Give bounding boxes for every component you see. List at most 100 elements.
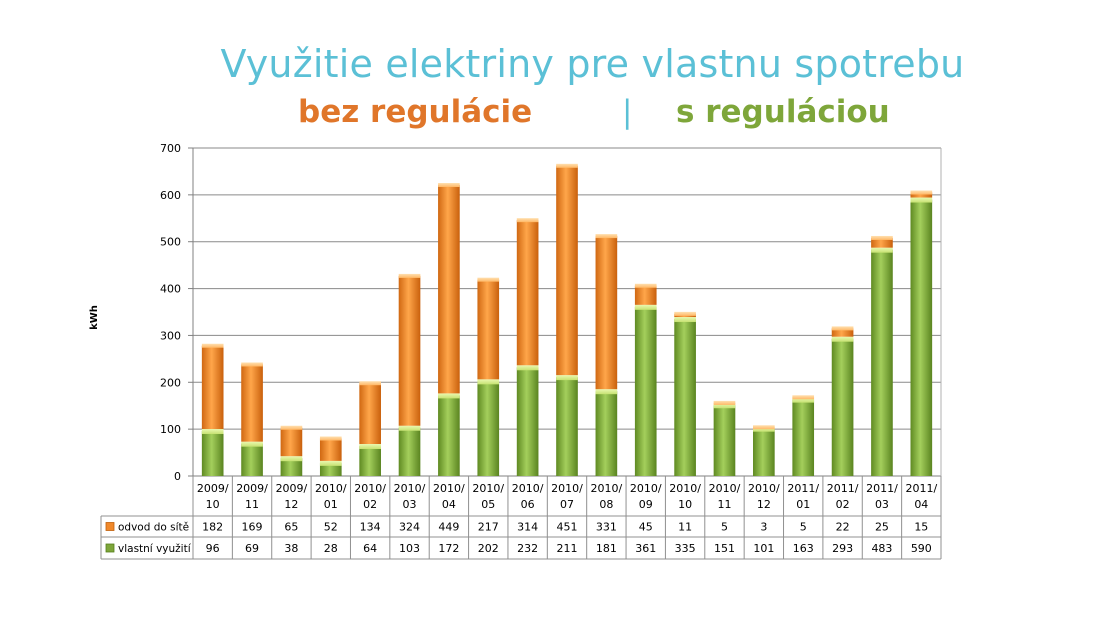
data-label-vlastni-vyuziti: 151 <box>714 542 735 555</box>
category-label-year: 2010/ <box>630 482 662 495</box>
category-label-month: 01 <box>796 498 810 511</box>
category-label-year: 2011/ <box>787 482 819 495</box>
bar-vlastni-vyuziti <box>398 427 421 476</box>
category-label-month: 02 <box>363 498 377 511</box>
data-label-vlastni-vyuziti: 96 <box>206 542 220 555</box>
bar-cap-odvod-do-site <box>753 425 775 430</box>
bar-cap-vlastni-vyuziti <box>871 247 893 253</box>
data-label-vlastni-vyuziti: 293 <box>832 542 853 555</box>
y-tick-label: 700 <box>160 142 181 155</box>
bar-vlastni-vyuziti <box>359 446 381 476</box>
subtitle-with-regulation: s reguláciou <box>676 94 890 130</box>
category-label-month: 03 <box>403 498 417 511</box>
bar-cap-odvod-do-site <box>201 343 224 348</box>
category-label-year: 2010/ <box>354 482 386 495</box>
bar-odvod-do-site <box>477 279 500 380</box>
bar-cap-vlastni-vyuziti <box>595 389 618 395</box>
category-label-year: 2010/ <box>709 482 741 495</box>
data-label-vlastni-vyuziti: 172 <box>438 542 459 555</box>
data-label-odvod-do-site: 449 <box>438 521 459 534</box>
category-label-year: 2010/ <box>669 482 701 495</box>
data-label-odvod-do-site: 15 <box>914 521 928 534</box>
data-label-odvod-do-site: 22 <box>836 521 850 534</box>
category-label-month: 09 <box>639 498 653 511</box>
bar-cap-odvod-do-site <box>634 283 657 288</box>
category-label-year: 2011/ <box>827 482 859 495</box>
category-label-year: 2010/ <box>472 482 504 495</box>
bar-odvod-do-site <box>398 275 421 426</box>
bar-vlastni-vyuziti <box>241 443 263 476</box>
bar-cap-odvod-do-site <box>556 163 578 168</box>
bar-cap-vlastni-vyuziti <box>398 425 421 431</box>
bar-cap-odvod-do-site <box>280 425 303 430</box>
data-label-vlastni-vyuziti: 103 <box>399 542 420 555</box>
data-label-vlastni-vyuziti: 335 <box>675 542 696 555</box>
bar-cap-odvod-do-site <box>871 235 893 240</box>
bar-cap-vlastni-vyuziti <box>713 403 736 409</box>
category-label-year: 2011/ <box>866 482 898 495</box>
bar-odvod-do-site <box>595 236 618 390</box>
category-label-year: 2011/ <box>905 482 937 495</box>
data-label-odvod-do-site: 182 <box>202 521 223 534</box>
bar-cap-odvod-do-site <box>319 436 342 441</box>
category-label-year: 2009/ <box>197 482 229 495</box>
y-tick-label: 0 <box>174 470 181 483</box>
bar-odvod-do-site <box>438 185 460 394</box>
bar-cap-odvod-do-site <box>792 395 815 400</box>
bar-cap-vlastni-vyuziti <box>674 317 696 323</box>
data-label-vlastni-vyuziti: 232 <box>517 542 538 555</box>
bar-cap-odvod-do-site <box>910 190 933 195</box>
bar-odvod-do-site <box>280 427 303 457</box>
bar-odvod-do-site <box>556 165 578 376</box>
category-label-year: 2010/ <box>315 482 347 495</box>
category-label-month: 11 <box>245 498 259 511</box>
category-label-year: 2009/ <box>236 482 268 495</box>
category-label-month: 04 <box>914 498 928 511</box>
subtitle-separator: | <box>622 94 633 130</box>
y-tick-label: 400 <box>160 283 181 296</box>
bar-vlastni-vyuziti <box>674 319 696 476</box>
category-label-month: 12 <box>284 498 298 511</box>
y-tick-label: 100 <box>160 423 181 436</box>
data-label-vlastni-vyuziti: 361 <box>635 542 656 555</box>
bar-cap-vlastni-vyuziti <box>438 393 460 399</box>
data-label-odvod-do-site: 217 <box>478 521 499 534</box>
category-label-year: 2010/ <box>512 482 544 495</box>
data-label-vlastni-vyuziti: 211 <box>557 542 578 555</box>
y-tick-label: 600 <box>160 189 181 202</box>
category-label-month: 08 <box>599 498 613 511</box>
subtitle-without-regulation: bez regulácie <box>298 94 533 130</box>
bar-cap-vlastni-vyuziti <box>280 456 303 462</box>
data-label-vlastni-vyuziti: 38 <box>284 542 298 555</box>
category-label-year: 2010/ <box>591 482 623 495</box>
bar-vlastni-vyuziti <box>280 458 303 476</box>
data-label-vlastni-vyuziti: 101 <box>753 542 774 555</box>
bar-vlastni-vyuziti <box>319 462 342 476</box>
category-label-month: 05 <box>481 498 495 511</box>
bar-odvod-do-site <box>241 364 263 442</box>
bar-vlastni-vyuziti <box>201 431 224 476</box>
chart-title: Využitie elektriny pre vlastnu spotrebu <box>220 42 965 86</box>
bar-vlastni-vyuziti <box>910 199 933 477</box>
bar-vlastni-vyuziti <box>792 399 815 476</box>
data-label-vlastni-vyuziti: 590 <box>911 542 932 555</box>
bar-cap-vlastni-vyuziti <box>319 460 342 466</box>
data-label-vlastni-vyuziti: 163 <box>793 542 814 555</box>
bars <box>201 163 933 477</box>
data-label-vlastni-vyuziti: 202 <box>478 542 499 555</box>
bar-cap-vlastni-vyuziti <box>831 336 854 342</box>
data-label-vlastni-vyuziti: 28 <box>324 542 338 555</box>
bar-odvod-do-site <box>871 237 893 248</box>
category-label-year: 2009/ <box>276 482 308 495</box>
bar-cap-odvod-do-site <box>359 381 381 386</box>
category-label-month: 07 <box>560 498 574 511</box>
data-label-vlastni-vyuziti: 69 <box>245 542 259 555</box>
bar-cap-odvod-do-site <box>674 311 696 316</box>
bar-odvod-do-site <box>359 383 381 445</box>
bar-vlastni-vyuziti <box>438 395 460 476</box>
category-label-month: 06 <box>521 498 535 511</box>
data-label-odvod-do-site: 451 <box>557 521 578 534</box>
bar-cap-vlastni-vyuziti <box>241 441 263 447</box>
data-label-odvod-do-site: 5 <box>721 521 728 534</box>
data-label-vlastni-vyuziti: 64 <box>363 542 377 555</box>
